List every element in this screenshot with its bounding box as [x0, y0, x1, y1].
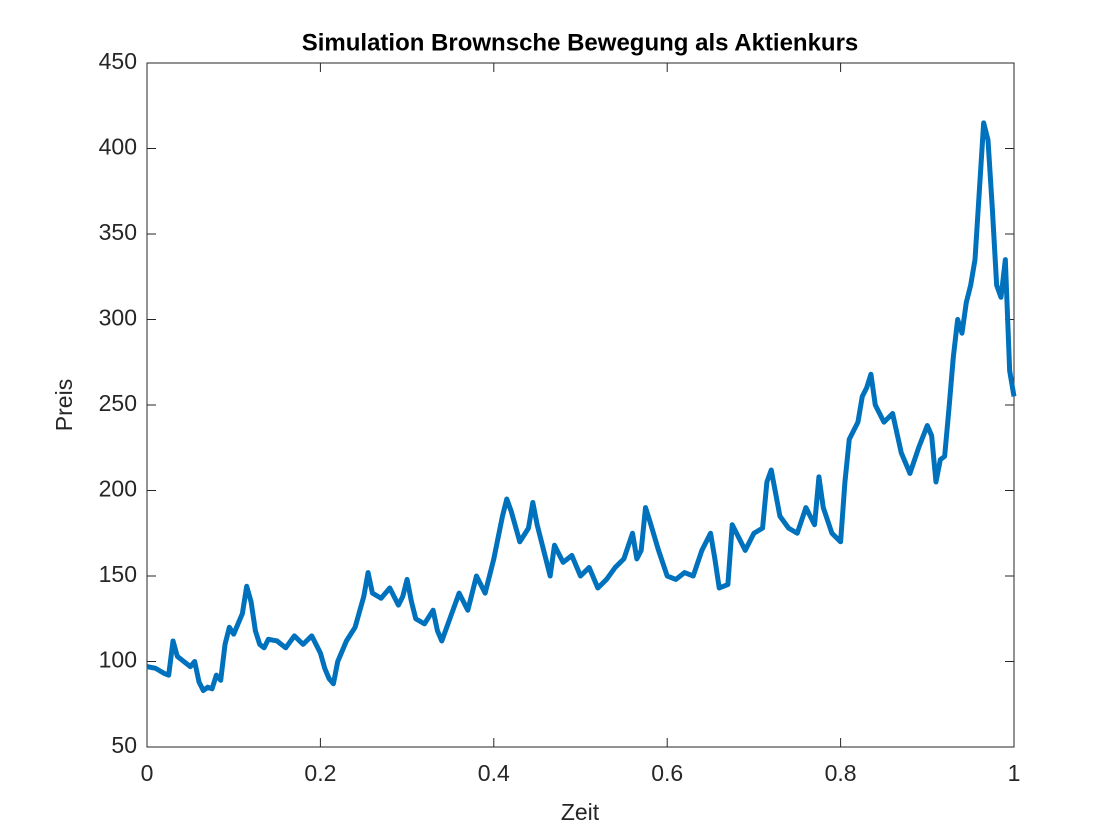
x-axis-label: Zeit: [561, 799, 600, 825]
data-line: [146, 120, 1017, 694]
chart-title: Simulation Brownsche Bewegung als Aktien…: [302, 29, 859, 56]
y-tick-label: 200: [99, 476, 137, 502]
x-tick-label: 0.2: [304, 760, 336, 786]
y-tick-label: 350: [99, 219, 137, 245]
y-tick-label: 250: [99, 390, 137, 416]
x-tick-label: 0.4: [478, 760, 510, 786]
y-tick-label: 100: [99, 647, 137, 673]
axes-box: [146, 62, 1015, 748]
y-tick-label: 50: [111, 732, 137, 758]
y-tick-label: 300: [99, 305, 137, 331]
y-axis-label: Preis: [51, 379, 77, 431]
y-tick-label: 450: [99, 48, 137, 74]
x-tick-label: 1: [1008, 760, 1021, 786]
x-tick-label: 0.6: [651, 760, 683, 786]
y-tick-label: 400: [99, 134, 137, 160]
x-tick-label: 0: [141, 760, 154, 786]
y-tick-label: 150: [99, 561, 137, 587]
x-tick-label: 0.8: [825, 760, 857, 786]
